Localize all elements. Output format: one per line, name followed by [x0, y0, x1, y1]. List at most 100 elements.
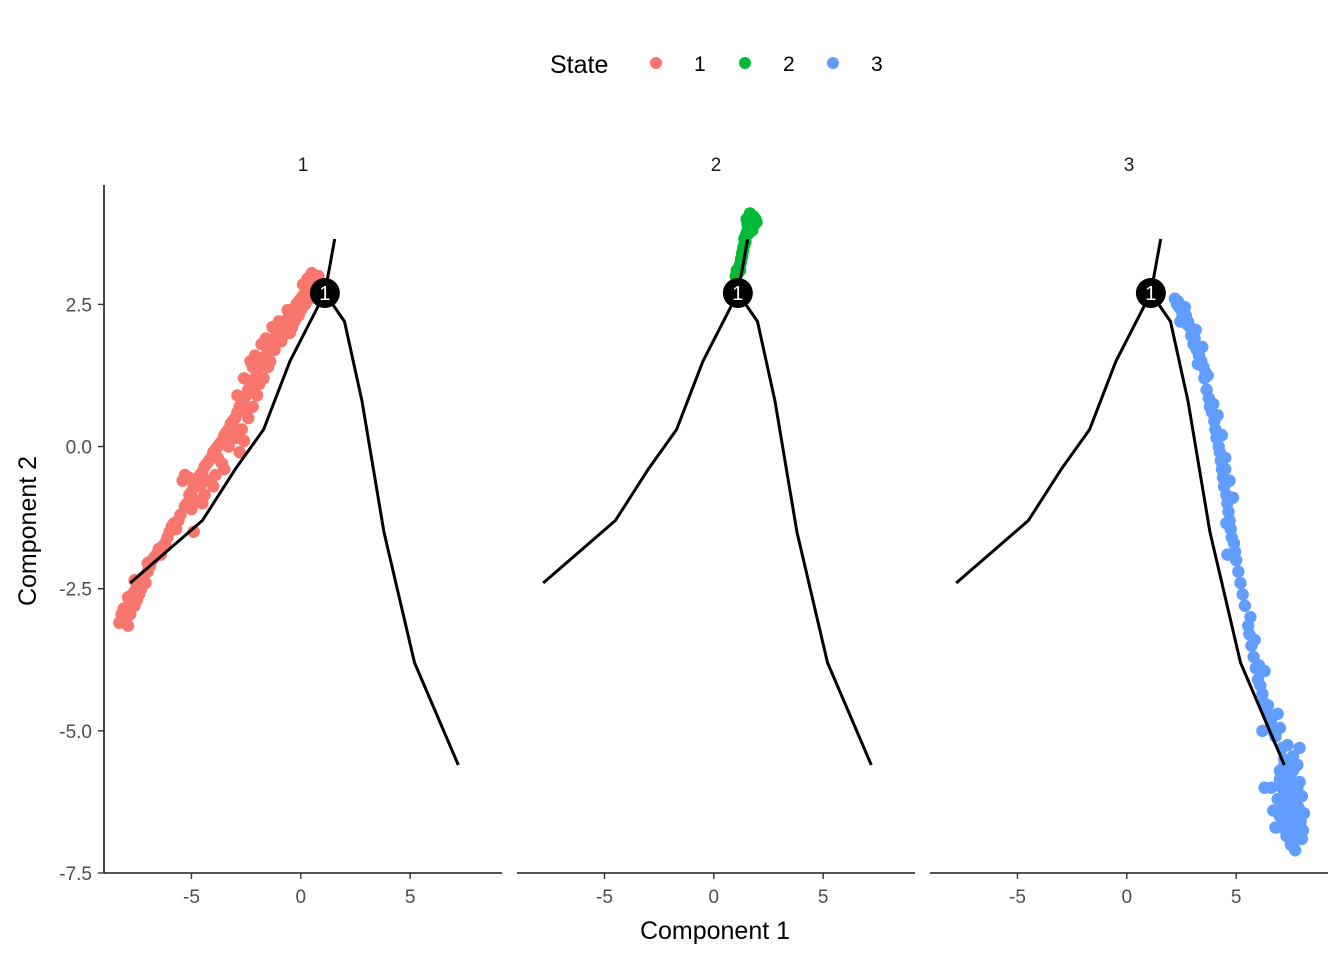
x-tick-label: -5	[183, 887, 200, 908]
data-point	[211, 451, 224, 465]
data-point	[1297, 807, 1311, 820]
trajectory-line	[129, 292, 327, 585]
data-point	[1271, 707, 1284, 720]
data-point	[1219, 451, 1232, 465]
data-point	[1273, 809, 1287, 823]
data-point	[1271, 792, 1284, 806]
legend-entries: 1 2 3	[650, 53, 883, 76]
data-point	[1196, 340, 1209, 354]
data-point	[1191, 357, 1205, 371]
data-point	[222, 440, 235, 453]
data-point	[246, 400, 259, 413]
data-point	[1273, 764, 1287, 777]
x-tick-label: -5	[1009, 887, 1026, 908]
data-point	[194, 480, 207, 493]
branch-point-label: 1	[732, 283, 743, 305]
y-tick-label: 0.0	[66, 438, 92, 459]
data-point	[128, 599, 141, 612]
data-point	[1291, 758, 1304, 772]
data-point	[1230, 554, 1243, 567]
trajectory-line	[1149, 292, 1286, 766]
x-tick-label: -5	[596, 887, 613, 908]
data-point	[279, 326, 292, 339]
data-point	[1238, 599, 1252, 612]
data-point	[281, 303, 294, 317]
data-point	[1295, 790, 1309, 803]
data-point	[1256, 724, 1269, 738]
data-point	[264, 355, 277, 368]
data-point	[1293, 741, 1306, 755]
data-point	[1221, 548, 1234, 561]
data-point	[740, 212, 753, 226]
x-tick-label: 5	[1231, 887, 1242, 908]
data-point	[1248, 633, 1261, 647]
data-point	[292, 309, 305, 322]
data-point	[196, 497, 209, 510]
facet-strip-label-3: 3	[1124, 155, 1135, 176]
trajectory-line	[323, 292, 460, 766]
data-point	[226, 426, 240, 439]
data-point	[139, 576, 152, 590]
data-point	[237, 372, 251, 385]
legend-key-2	[739, 57, 751, 69]
data-point	[1295, 832, 1309, 846]
data-point	[730, 264, 743, 277]
data-point	[272, 315, 286, 328]
data-point	[115, 608, 128, 621]
y-tick-label: 2.5	[66, 295, 92, 316]
x-tick-label: 0	[296, 887, 307, 908]
data-point	[1189, 323, 1202, 337]
data-point	[246, 360, 259, 374]
facet-panel-2: 2 -5 0 5 1	[517, 155, 915, 908]
data-point	[1234, 576, 1247, 590]
data-point	[1281, 738, 1294, 752]
data-point	[1293, 775, 1306, 789]
x-tick-label: 0	[709, 887, 720, 908]
data-point	[1178, 301, 1192, 314]
legend-key-1	[650, 57, 662, 69]
branch-point-label: 1	[319, 283, 330, 305]
data-point	[268, 343, 281, 357]
data-point	[1211, 409, 1224, 422]
data-point	[218, 463, 231, 476]
data-point	[187, 525, 200, 538]
facet-panels: 1 -5 0 5 -7.5 -5.0 -2.5 0.0 2.5 1 2 -5 0 5 1 3 -5 0 5 1	[59, 155, 1328, 908]
data-point	[1232, 565, 1245, 578]
legend: State 1 2 3	[550, 51, 883, 79]
trajectory-line	[736, 292, 873, 766]
data-point	[178, 468, 192, 482]
data-point	[1215, 429, 1229, 442]
data-point	[237, 434, 251, 448]
data-point	[1280, 775, 1293, 789]
data-point	[1283, 809, 1296, 823]
facet-strip-label-2: 2	[711, 155, 722, 176]
y-tick-label: -5.0	[59, 722, 92, 743]
data-point	[1201, 369, 1214, 382]
data-point	[1244, 610, 1257, 624]
data-point	[248, 349, 262, 362]
data-point	[259, 332, 272, 345]
data-point	[121, 591, 135, 604]
legend-label-3: 3	[871, 53, 883, 76]
y-tick-label: -2.5	[59, 580, 92, 601]
data-point	[1219, 463, 1232, 476]
data-point	[1236, 588, 1249, 601]
branch-point-marker	[722, 278, 753, 309]
x-tick-label: 5	[405, 887, 416, 908]
series-points-1	[113, 266, 327, 632]
data-point	[161, 531, 174, 544]
data-point	[1261, 699, 1275, 712]
y-axis-title: Component 2	[14, 456, 42, 606]
data-point	[1285, 795, 1299, 809]
data-point	[296, 278, 310, 291]
data-point	[1273, 721, 1287, 735]
branch-point-marker	[309, 278, 340, 309]
branch-point-label: 1	[1145, 283, 1156, 305]
data-point	[231, 389, 244, 402]
x-tick-label: 5	[818, 887, 829, 908]
y-tick-label: -7.5	[59, 864, 92, 885]
data-point	[1226, 491, 1240, 504]
data-point	[170, 522, 183, 536]
